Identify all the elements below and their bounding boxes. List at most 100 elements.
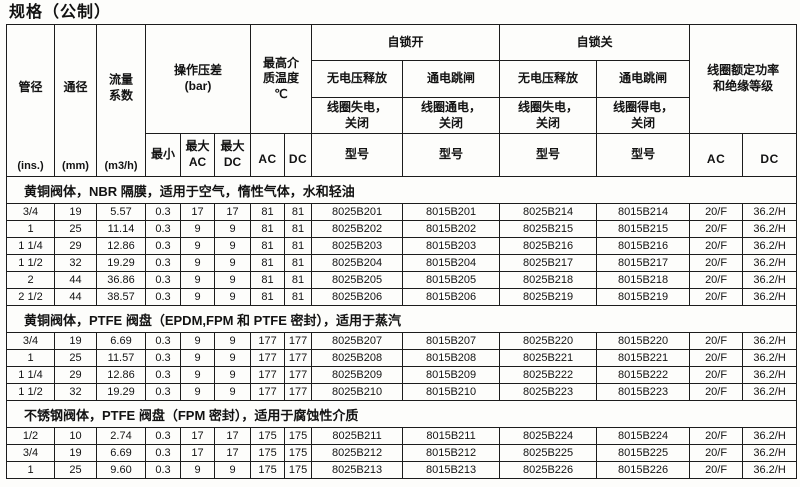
cell-model-latch-open-energized: 8015B209 xyxy=(402,366,501,384)
cell-pressure-max-ac: 17 xyxy=(180,203,215,221)
cell-pressure-max-ac: 9 xyxy=(180,461,215,479)
cell-max-temp-dc: 175 xyxy=(284,427,313,445)
cell-pressure-min: 0.3 xyxy=(145,461,181,479)
col-header-close-energized-description: 线圈得电， 关闭 xyxy=(596,97,691,134)
cell-max-temp-ac: 177 xyxy=(250,366,286,384)
cell-coil-power-ac: 20/F xyxy=(689,366,744,384)
material-section-row: 不锈钢阀体，PTFE 阀盘（FPM 密封），适用于腐蚀性介质 xyxy=(5,400,798,428)
cell-pressure-max-ac: 9 xyxy=(180,383,215,401)
cell-model-latch-open-novolt: 8025B209 xyxy=(311,366,404,384)
cell-coil-power-ac: 20/F xyxy=(689,461,744,479)
col-header-close-novolt-description: 线圈失电， 关闭 xyxy=(499,97,598,134)
col-header-close-energized-model: 型号 xyxy=(596,133,691,177)
page-title: 规格（公制） xyxy=(9,4,112,21)
cell-model-latch-close-energized: 8015B215 xyxy=(596,220,691,238)
cell-flow-coefficient: 2.74 xyxy=(96,427,146,445)
cell-coil-power-dc: 36.2/H xyxy=(742,220,798,238)
cell-model-latch-open-novolt: 8025B203 xyxy=(311,237,404,255)
table-row: 1 1/2 32 19.29 0.3 9 9 177 177 8025B210 8015B210 8… xyxy=(6,383,798,401)
cell-pipe-size: 2 xyxy=(6,271,55,289)
flow-coefficient-label: 流量 系数 xyxy=(108,72,133,103)
cell-model-latch-close-energized: 8015B216 xyxy=(596,237,691,255)
cell-pressure-min: 0.3 xyxy=(145,288,181,306)
header-row-2: 无电压释放 通电跳闸 无电压释放 通电跳闸 xyxy=(7,60,797,98)
cell-pressure-max-dc: 17 xyxy=(213,444,252,462)
col-header-latch-open-group: 自锁开 xyxy=(311,24,501,61)
cell-max-temp-ac: 81 xyxy=(250,203,286,221)
cell-max-temp-dc: 177 xyxy=(284,383,313,401)
table-body: 黄铜阀体，NBR 隔膜，适用于空气，惰性气体，水和轻油 3/4 19 5.57 0.3 1… xyxy=(5,176,798,479)
cell-model-latch-close-novolt: 8025B223 xyxy=(499,383,598,401)
cell-coil-power-ac: 20/F xyxy=(689,237,744,255)
cell-model-latch-close-novolt: 8025B219 xyxy=(499,288,598,306)
cell-model-latch-open-energized: 8015B204 xyxy=(402,254,501,272)
cell-model-latch-open-energized: 8015B208 xyxy=(402,349,501,367)
cell-model-latch-close-novolt: 8025B222 xyxy=(499,366,598,384)
cell-model-latch-open-energized: 8015B202 xyxy=(402,220,501,238)
table-row: 2 1/2 44 38.57 0.3 9 9 81 81 8025B206 8015B206 802… xyxy=(6,288,798,306)
table-row: 1 25 11.57 0.3 9 9 177 177 8025B208 8015B208 8025B… xyxy=(6,349,798,367)
cell-pipe-size: 3/4 xyxy=(6,332,55,350)
cell-pipe-size: 1 1/2 xyxy=(6,383,55,401)
cell-model-latch-close-novolt: 8025B221 xyxy=(499,349,598,367)
cell-pressure-max-ac: 9 xyxy=(180,254,215,272)
cell-coil-power-ac: 20/F xyxy=(689,444,744,462)
cell-model-latch-open-energized: 8015B210 xyxy=(402,383,501,401)
cell-max-temp-dc: 177 xyxy=(284,332,313,350)
cell-pressure-max-dc: 9 xyxy=(213,254,252,272)
cell-model-latch-close-novolt: 8025B224 xyxy=(499,427,598,445)
table-row: 3/4 19 6.69 0.3 17 17 175 175 8025B212 8015B212 80… xyxy=(6,444,798,462)
cell-pressure-max-ac: 17 xyxy=(180,444,215,462)
cell-pipe-size: 1/2 xyxy=(6,427,55,445)
cell-model-latch-open-energized: 8015B213 xyxy=(402,461,501,479)
col-header-open-energized-trip: 通电跳闸 xyxy=(402,60,501,98)
cell-model-latch-close-novolt: 8025B214 xyxy=(499,203,598,221)
cell-max-temp-ac: 81 xyxy=(250,220,286,238)
cell-flow-coefficient: 36.86 xyxy=(96,271,146,289)
cell-model-latch-close-energized: 8015B214 xyxy=(596,203,691,221)
cell-pipe-size: 1 xyxy=(6,461,55,479)
cell-bore: 19 xyxy=(54,332,97,350)
cell-coil-power-ac: 20/F xyxy=(689,332,744,350)
cell-coil-power-dc: 36.2/H xyxy=(742,461,798,479)
cell-model-latch-open-novolt: 8025B208 xyxy=(311,349,404,367)
cell-bore: 29 xyxy=(54,237,97,255)
material-section-label: 黄铜阀体，PTFE 阀盘（EPDM,FPM 和 PTFE 密封），适用于蒸汽 xyxy=(5,305,798,333)
cell-coil-power-dc: 36.2/H xyxy=(742,288,798,306)
cell-coil-power-ac: 20/F xyxy=(689,220,744,238)
cell-bore: 32 xyxy=(54,254,97,272)
cell-bore: 25 xyxy=(54,349,97,367)
cell-max-temp-dc: 175 xyxy=(284,444,313,462)
cell-pressure-max-dc: 9 xyxy=(213,366,252,384)
pipe-size-label: 管径 xyxy=(18,80,43,95)
cell-model-latch-open-novolt: 8025B207 xyxy=(311,332,404,350)
cell-flow-coefficient: 11.57 xyxy=(96,349,146,367)
col-header-operating-pressure: 操作压差 (bar) xyxy=(144,24,252,134)
cell-pressure-max-dc: 9 xyxy=(213,237,252,255)
cell-max-temp-ac: 81 xyxy=(250,237,286,255)
cell-model-latch-close-energized: 8015B226 xyxy=(596,461,691,479)
col-header-temp-ac: AC xyxy=(250,133,286,177)
cell-model-latch-close-novolt: 8025B218 xyxy=(499,271,598,289)
cell-pipe-size: 1 xyxy=(6,349,55,367)
cell-flow-coefficient: 5.57 xyxy=(96,203,146,221)
header-row-3: 线圈失电， 关闭 线圈通电， 关闭 线圈失电， 关闭 线圈得电， 关闭 xyxy=(7,97,797,134)
cell-max-temp-ac: 81 xyxy=(250,254,286,272)
cell-flow-coefficient: 11.14 xyxy=(96,220,146,238)
cell-pressure-min: 0.3 xyxy=(145,332,181,350)
cell-pressure-max-ac: 9 xyxy=(180,288,215,306)
cell-pressure-min: 0.3 xyxy=(145,366,181,384)
table-row: 1 25 9.60 0.3 9 9 175 175 8025B213 8015B213 8025B2… xyxy=(6,461,798,479)
table-row: 1 1/2 32 19.29 0.3 9 9 81 81 8025B204 8015B204 802… xyxy=(6,254,798,272)
col-header-coil-power-insulation: 线圈额定功率 和绝缘等级 xyxy=(689,24,798,134)
cell-model-latch-open-energized: 8015B201 xyxy=(402,203,501,221)
material-section-label: 不锈钢阀体，PTFE 阀盘（FPM 密封），适用于腐蚀性介质 xyxy=(5,400,798,428)
cell-model-latch-close-energized: 8015B224 xyxy=(596,427,691,445)
cell-model-latch-open-novolt: 8025B211 xyxy=(311,427,404,445)
cell-pressure-max-dc: 9 xyxy=(213,271,252,289)
cell-max-temp-dc: 81 xyxy=(284,271,313,289)
cell-pressure-min: 0.3 xyxy=(145,203,181,221)
cell-coil-power-dc: 36.2/H xyxy=(742,366,798,384)
cell-coil-power-dc: 36.2/H xyxy=(742,332,798,350)
